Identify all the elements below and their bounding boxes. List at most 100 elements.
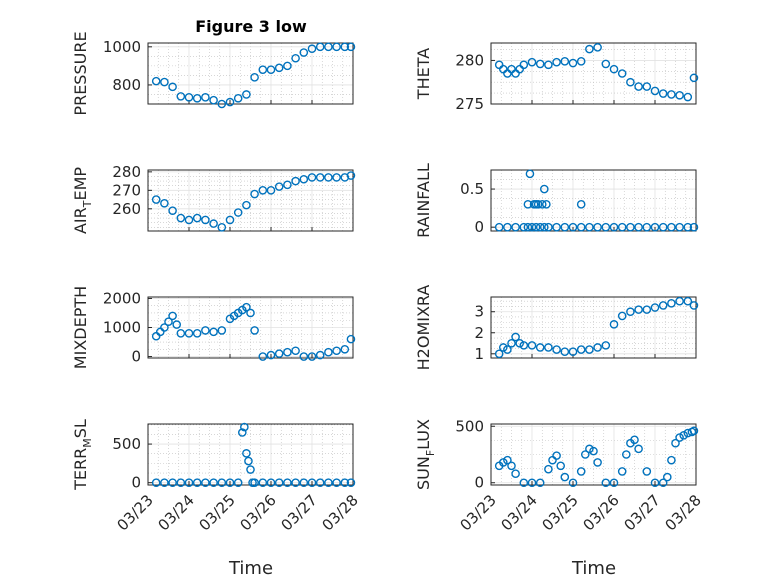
data-point: [346, 478, 356, 487]
data-point: [332, 42, 341, 52]
data-point: [160, 323, 169, 332]
data-point: [585, 345, 594, 354]
data-point: [266, 65, 276, 74]
x-tick-label: 03/26: [580, 491, 623, 534]
data-point: [511, 469, 520, 479]
data-point: [568, 58, 578, 68]
data-point: [585, 222, 594, 232]
data-point: [576, 345, 586, 354]
data-point: [307, 478, 317, 487]
data-point: [283, 61, 292, 71]
data-point: [332, 478, 341, 487]
data-point: [689, 73, 699, 83]
data-point: [307, 352, 317, 361]
data-point: [274, 349, 284, 358]
data-point: [560, 222, 570, 232]
series-1: [151, 42, 356, 109]
figure-title: Figure 3 low: [195, 17, 307, 36]
data-point: [176, 329, 186, 338]
data-point: [184, 329, 194, 338]
x-tick-label: 03/27: [278, 491, 321, 534]
data-point: [593, 343, 602, 352]
x-axis-label-right: Time: [571, 558, 616, 579]
data-point: [601, 222, 611, 232]
series-1: [151, 302, 356, 361]
data-point: [258, 65, 268, 74]
data-point: [523, 200, 533, 209]
data-point: [250, 326, 259, 335]
y-tick-label: 280: [455, 51, 484, 69]
data-point: [233, 93, 243, 103]
series-1: [151, 171, 356, 232]
data-point: [266, 350, 276, 360]
data-point: [291, 176, 300, 186]
data-point: [658, 301, 668, 310]
data-point: [527, 478, 537, 488]
data-point: [283, 478, 292, 487]
data-point: [201, 326, 210, 335]
data-point: [535, 222, 545, 232]
data-point: [617, 222, 627, 232]
data-point: [192, 213, 202, 223]
data-point: [151, 195, 161, 204]
data-point: [209, 478, 218, 487]
data-point: [258, 478, 268, 487]
data-point: [332, 346, 341, 356]
data-point: [266, 186, 276, 195]
data-point: [609, 222, 619, 232]
y-axis-label: H2OMIXRA: [414, 285, 433, 371]
data-point: [581, 450, 590, 459]
data-point: [258, 186, 268, 195]
data-point: [552, 451, 561, 460]
data-point: [176, 92, 186, 101]
data-point: [164, 317, 173, 326]
y-tick-label: 0: [474, 218, 484, 236]
y-axis-label: MIXDEPTH: [71, 286, 90, 369]
x-tick-label: 03/26: [237, 491, 280, 534]
data-point: [209, 327, 218, 337]
data-point: [585, 44, 594, 54]
data-point: [192, 93, 202, 103]
data-point: [667, 455, 676, 465]
data-point: [299, 48, 309, 57]
data-point: [667, 222, 676, 232]
data-point: [240, 422, 249, 432]
data-point: [519, 478, 529, 488]
data-point: [683, 222, 693, 232]
data-point: [242, 302, 251, 312]
data-point: [589, 446, 598, 456]
y-axis-label: AIRTEMP: [71, 167, 94, 234]
y-axis-label: PRESSURE: [71, 31, 90, 115]
data-point: [634, 222, 643, 232]
data-point: [511, 332, 520, 342]
x-tick-label: 03/24: [155, 491, 198, 534]
data-point: [523, 222, 533, 232]
data-point: [560, 347, 570, 356]
x-axis-label-left: Time: [228, 558, 273, 579]
data-point: [535, 59, 545, 69]
data-point: [176, 213, 186, 223]
data-point: [217, 223, 227, 232]
data-point: [250, 189, 259, 199]
data-point: [160, 478, 169, 487]
series-1: [494, 426, 699, 488]
subplot-4: 0 0.5 RAINFALL: [414, 163, 699, 238]
x-tick-label: 03/28: [319, 491, 362, 534]
data-point: [556, 461, 566, 471]
axes-border: [490, 423, 697, 486]
data-point: [552, 57, 561, 67]
axes-border: [490, 296, 697, 359]
y-tick-label: 800: [112, 76, 141, 94]
x-tick-label: 03/27: [621, 491, 664, 534]
axes-border: [490, 42, 697, 105]
data-point: [626, 307, 635, 317]
data-point: [634, 444, 643, 454]
data-point: [544, 343, 553, 352]
data-point: [525, 169, 535, 179]
data-point: [315, 478, 325, 487]
data-point: [346, 42, 356, 52]
y-tick-label: 270: [112, 181, 141, 199]
